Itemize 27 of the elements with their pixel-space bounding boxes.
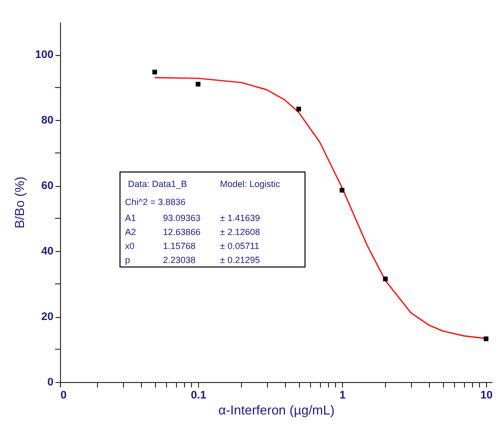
annotation: Data: Data1_B	[128, 179, 188, 189]
annotation: 1.15768	[163, 241, 196, 251]
y-tick-label: 80	[41, 114, 54, 127]
annotation: ± 0.21295	[220, 255, 260, 265]
annotation: Chi^2 = 3.8836	[125, 197, 186, 207]
annotation: x0	[125, 241, 135, 251]
annotation: 93.09363	[163, 213, 201, 223]
y-axis-title: B/Bo (%)	[12, 176, 28, 229]
y-tick-label: 0	[47, 376, 54, 388]
annotation: ± 0.05711	[220, 241, 260, 251]
annotation: ± 1.41639	[220, 213, 260, 223]
x-tick-label: 1	[339, 390, 346, 402]
annotation: A2	[125, 227, 136, 237]
annotation: p	[125, 255, 130, 265]
x-axis-title: α-Interferon (µg/mL)	[218, 402, 335, 418]
x-tick-label: 0	[60, 390, 67, 402]
annotation: A1	[125, 213, 136, 223]
annotation: 12.63866	[163, 227, 201, 237]
y-tick-label: 60	[41, 180, 54, 192]
y-tick-label: 20	[41, 311, 54, 324]
y-tick-label: 100	[35, 49, 54, 62]
annotation: ± 2.12608	[220, 227, 260, 237]
annotation: 2.23038	[163, 255, 196, 265]
x-tick-label: 0.1	[190, 390, 206, 402]
annotation: Model: Logistic	[220, 179, 281, 189]
x-tick-label: 10	[480, 390, 493, 402]
y-tick-label: 40	[41, 246, 54, 258]
